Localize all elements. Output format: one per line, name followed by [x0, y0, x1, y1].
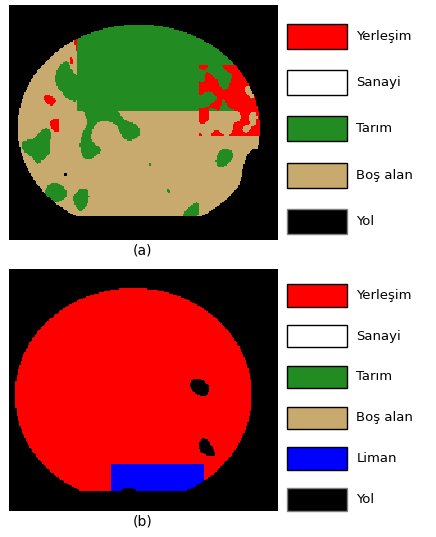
FancyBboxPatch shape: [287, 447, 347, 470]
Text: Yol: Yol: [357, 215, 375, 228]
FancyBboxPatch shape: [287, 325, 347, 347]
FancyBboxPatch shape: [287, 70, 347, 95]
Text: (b): (b): [133, 514, 153, 528]
Text: Boş alan: Boş alan: [357, 169, 413, 182]
FancyBboxPatch shape: [287, 407, 347, 429]
Text: Boş alan: Boş alan: [357, 411, 413, 424]
Text: Tarım: Tarım: [357, 122, 392, 135]
FancyBboxPatch shape: [287, 24, 347, 49]
FancyBboxPatch shape: [287, 488, 347, 511]
FancyBboxPatch shape: [287, 284, 347, 307]
Text: Sanayi: Sanayi: [357, 330, 401, 343]
Text: Sanayi: Sanayi: [357, 76, 401, 89]
Text: Yol: Yol: [357, 493, 375, 506]
Text: Yerleşim: Yerleşim: [357, 30, 412, 43]
Text: Liman: Liman: [357, 452, 397, 465]
Text: Yerleşim: Yerleşim: [357, 289, 412, 302]
Text: (a): (a): [133, 243, 153, 257]
Text: Tarım: Tarım: [357, 371, 392, 383]
FancyBboxPatch shape: [287, 117, 347, 142]
FancyBboxPatch shape: [287, 209, 347, 234]
FancyBboxPatch shape: [287, 366, 347, 388]
FancyBboxPatch shape: [287, 163, 347, 188]
